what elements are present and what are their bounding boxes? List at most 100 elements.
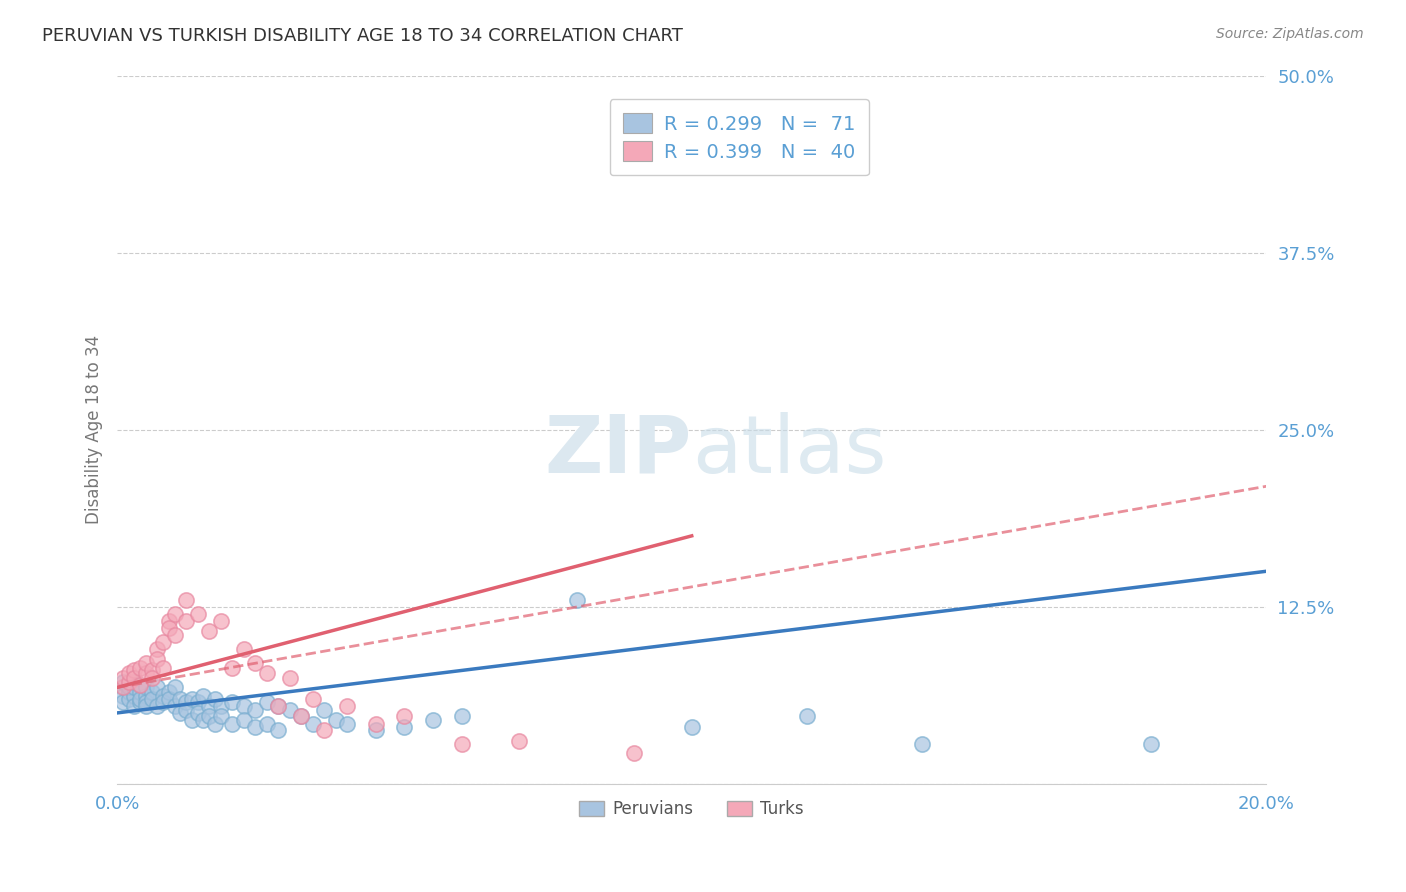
Point (256, 717, 278, 731)
Point (336, 717, 359, 731)
Point (256, 695, 278, 709)
Point (163, 607, 186, 621)
Point (152, 689, 174, 703)
Point (111, 681, 134, 695)
Point (174, 695, 197, 709)
Point (278, 703, 301, 717)
Point (146, 642, 169, 657)
Point (209, 614, 232, 628)
Point (169, 691, 191, 706)
Point (146, 698, 169, 713)
Point (141, 664, 163, 678)
Point (187, 607, 209, 621)
Point (129, 660, 152, 674)
Point (451, 737, 474, 751)
Point (111, 689, 134, 703)
Point (118, 684, 141, 698)
Point (204, 717, 226, 731)
Point (290, 708, 312, 723)
Text: ZIP: ZIP (544, 412, 692, 490)
Point (135, 689, 157, 703)
Point (451, 708, 474, 723)
Point (111, 695, 134, 709)
Point (111, 671, 134, 685)
Point (336, 698, 359, 713)
Point (243, 703, 266, 717)
Point (198, 624, 221, 638)
Legend: Peruvians, Turks: Peruvians, Turks (572, 794, 811, 825)
Point (312, 703, 335, 717)
Point (129, 677, 152, 691)
Point (209, 698, 232, 713)
Point (111, 674, 134, 689)
Point (221, 717, 243, 731)
Point (129, 691, 152, 706)
Point (910, 737, 932, 751)
Point (221, 695, 243, 709)
Point (163, 681, 186, 695)
Point (301, 717, 323, 731)
Point (118, 691, 141, 706)
Point (157, 684, 180, 698)
Point (232, 713, 254, 727)
Point (187, 695, 209, 709)
Point (135, 657, 157, 671)
Point (1140, 737, 1163, 751)
Point (174, 592, 197, 607)
Point (796, 708, 818, 723)
Point (124, 674, 146, 689)
Point (135, 698, 157, 713)
Point (146, 681, 169, 695)
Point (364, 723, 387, 737)
Point (508, 734, 530, 748)
Point (221, 660, 243, 674)
Point (232, 642, 254, 657)
Point (301, 691, 323, 706)
Point (135, 695, 157, 709)
Point (193, 689, 215, 703)
Point (124, 681, 146, 695)
Point (422, 713, 444, 727)
Point (118, 677, 141, 691)
Point (325, 713, 347, 727)
Point (364, 717, 387, 731)
Point (681, 720, 703, 734)
Point (152, 635, 174, 649)
Point (623, 746, 645, 760)
Point (180, 691, 202, 706)
Point (169, 706, 191, 720)
Point (394, 708, 416, 723)
Point (152, 660, 174, 674)
Point (118, 666, 141, 681)
Point (141, 684, 163, 698)
Point (129, 677, 152, 691)
Point (129, 684, 152, 698)
Point (256, 666, 278, 681)
Point (135, 681, 157, 695)
Point (124, 698, 146, 713)
Point (141, 671, 163, 685)
Point (267, 723, 290, 737)
Point (163, 628, 186, 642)
Point (267, 698, 290, 713)
Point (157, 614, 180, 628)
Point (267, 698, 290, 713)
Point (243, 720, 266, 734)
Point (180, 713, 202, 727)
Point (174, 614, 197, 628)
Point (278, 671, 301, 685)
Point (152, 695, 174, 709)
Text: PERUVIAN VS TURKISH DISABILITY AGE 18 TO 34 CORRELATION CHART: PERUVIAN VS TURKISH DISABILITY AGE 18 TO… (42, 27, 683, 45)
Point (198, 708, 221, 723)
Point (565, 592, 588, 607)
Text: Source: ZipAtlas.com: Source: ZipAtlas.com (1216, 27, 1364, 41)
Point (290, 708, 312, 723)
Point (187, 706, 209, 720)
Point (118, 674, 141, 689)
Text: atlas: atlas (692, 412, 886, 490)
Point (163, 698, 186, 713)
Point (198, 698, 221, 713)
Point (124, 689, 146, 703)
Point (135, 666, 157, 681)
Point (157, 691, 180, 706)
